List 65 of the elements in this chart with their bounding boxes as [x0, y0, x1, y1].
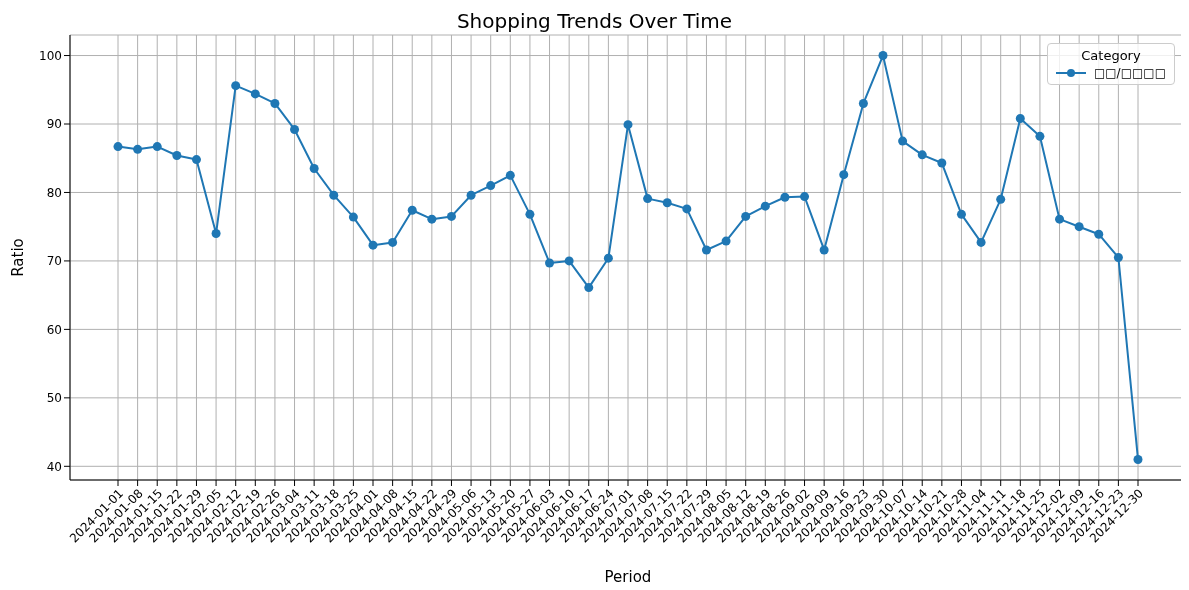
point	[839, 170, 849, 180]
point	[956, 209, 966, 219]
point	[133, 144, 143, 154]
point	[113, 142, 123, 152]
point	[388, 237, 398, 247]
point	[819, 245, 829, 255]
point	[643, 194, 653, 204]
point	[741, 211, 751, 221]
point	[368, 240, 378, 250]
point	[407, 205, 417, 215]
point	[662, 198, 672, 208]
point	[290, 124, 300, 134]
point	[996, 194, 1006, 204]
point	[446, 211, 456, 221]
y-tick-label: 80	[46, 185, 62, 200]
point	[486, 181, 496, 191]
point	[564, 256, 574, 266]
point	[505, 170, 515, 180]
point	[721, 236, 731, 246]
point	[329, 190, 339, 200]
point	[231, 81, 241, 91]
point	[1113, 253, 1123, 262]
point	[603, 253, 613, 263]
point	[250, 89, 260, 99]
y-tick-label: 100	[39, 48, 62, 63]
point	[211, 229, 221, 239]
point	[937, 158, 947, 168]
y-tick-label: 70	[46, 254, 62, 269]
point	[152, 142, 162, 152]
y-tick-label: 90	[46, 117, 62, 132]
legend-label: □□/□□□□	[1093, 66, 1166, 80]
point	[701, 245, 711, 255]
point	[525, 209, 535, 219]
point	[309, 164, 319, 173]
point	[584, 283, 594, 293]
point	[270, 98, 280, 108]
point	[191, 155, 201, 165]
point	[800, 192, 810, 202]
point	[898, 136, 908, 146]
point	[1035, 131, 1045, 141]
point	[427, 214, 437, 224]
point	[878, 51, 888, 61]
point	[682, 204, 692, 214]
point	[466, 190, 476, 200]
point	[976, 237, 986, 247]
point	[917, 150, 927, 160]
x-axis-title: Period	[604, 568, 652, 586]
point	[858, 98, 868, 108]
point	[1094, 229, 1104, 239]
point	[760, 201, 770, 211]
point	[348, 212, 358, 222]
point	[780, 192, 790, 202]
legend-title: Category	[1080, 48, 1142, 63]
chart-title: Shopping Trends Over Time	[455, 8, 734, 34]
point	[1074, 222, 1084, 232]
y-axis-title: Ratio	[9, 238, 28, 277]
point	[1015, 114, 1025, 124]
y-tick-label: 40	[46, 459, 62, 474]
point	[172, 150, 182, 160]
point	[1133, 454, 1143, 464]
point	[623, 120, 633, 130]
point	[545, 258, 555, 268]
y-tick-label: 60	[46, 322, 62, 337]
point	[1055, 214, 1065, 224]
y-tick-label: 50	[46, 391, 62, 406]
